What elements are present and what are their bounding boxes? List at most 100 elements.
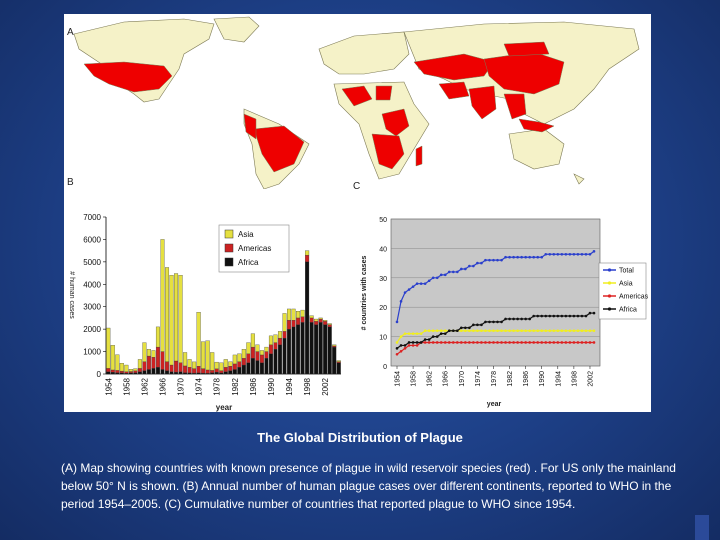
- chart-c-point-asia: [508, 329, 511, 333]
- chart-c-point-americas: [492, 341, 495, 344]
- chart-b-bar-africa: [291, 326, 296, 375]
- chart-b-bar-africa: [178, 371, 183, 375]
- chart-b-xtick-label: 1978: [213, 377, 222, 395]
- chart-b-ytick-label: 0: [97, 370, 102, 379]
- chart-c-point-total: [500, 258, 503, 262]
- chart-c-point-asia: [584, 329, 588, 333]
- chart-b-bar-africa: [268, 353, 273, 375]
- chart-c-point-americas: [532, 341, 535, 344]
- chart-c-point-africa: [439, 332, 443, 335]
- chart-b-bar-africa: [187, 372, 192, 375]
- chart-c-point-africa: [580, 314, 584, 318]
- chart-c-point-total: [492, 258, 495, 262]
- chart-c-point-africa: [484, 320, 487, 324]
- chart-b-bar-asia: [133, 368, 138, 372]
- chart-c-point-americas: [500, 341, 503, 344]
- chart-c-legend-americas: Americas: [619, 294, 649, 301]
- chart-c-legend-dot-americas: [607, 294, 612, 298]
- chart-b-bar-asia: [119, 363, 124, 372]
- chart-b-legend-swatch-americas: [224, 243, 234, 253]
- chart-b-xlabel: year: [216, 403, 232, 412]
- chart-b-bar-asia: [174, 273, 179, 362]
- chart-b-bar-africa: [169, 371, 174, 375]
- chart-b-bar-asia: [115, 354, 120, 371]
- chart-b-bar-africa: [228, 370, 233, 375]
- chart-c-point-africa: [584, 314, 588, 318]
- chart-c-point-africa: [399, 344, 403, 347]
- chart-c-point-africa: [528, 317, 531, 321]
- chart-b-ylabel: # human cases: [68, 271, 75, 319]
- chart-c-countries: 0 10 20 30 40 50 1954 1958 1962 1966 1970 1974 1978…: [361, 217, 649, 408]
- chart-b-bar-americas: [169, 364, 174, 372]
- chart-c-point-americas: [411, 344, 415, 347]
- chart-b-bar-africa: [155, 367, 160, 375]
- chart-b-bar-africa: [115, 372, 120, 375]
- chart-b-bar-americas: [287, 320, 292, 330]
- chart-c-point-total: [403, 291, 407, 294]
- chart-c-point-asia: [435, 329, 439, 333]
- chart-b-bar-asia: [223, 359, 228, 368]
- chart-c-point-asia: [572, 329, 576, 333]
- chart-c-xtick-label: 1962: [427, 371, 434, 387]
- chart-b-bar-americas: [124, 371, 129, 374]
- chart-c-point-americas: [439, 341, 443, 344]
- chart-c-point-asia: [524, 329, 527, 333]
- chart-c-point-americas: [592, 341, 596, 344]
- chart-b-bar-africa: [137, 371, 142, 375]
- chart-c-point-africa: [540, 314, 544, 318]
- chart-b-bar-americas: [115, 370, 120, 373]
- chart-c-point-asia: [556, 329, 560, 333]
- chart-c-point-africa: [447, 329, 451, 333]
- chart-c-point-total: [435, 276, 439, 280]
- chart-c-point-americas: [427, 341, 431, 344]
- chart-b-bar-asia: [287, 308, 292, 321]
- chart-c-point-asia: [488, 329, 491, 333]
- chart-b-bar-americas: [228, 365, 233, 371]
- chart-b-bar-americas: [192, 368, 197, 374]
- chart-b-bar-asia: [291, 308, 296, 321]
- chart-c-point-total: [476, 261, 479, 265]
- chart-b-bar-asia: [246, 342, 251, 354]
- chart-c-ytick-label: 50: [379, 217, 387, 224]
- map-plague-north-africa: [341, 85, 373, 107]
- chart-b-bar-americas: [142, 361, 147, 371]
- chart-c-point-africa: [415, 341, 419, 344]
- chart-c-point-total: [480, 261, 483, 265]
- chart-b-bar-asia: [314, 318, 319, 322]
- chart-c-point-total: [564, 252, 568, 256]
- chart-b-bar-africa: [332, 346, 337, 375]
- chart-c-point-africa: [500, 320, 503, 324]
- chart-b-bar-asia: [323, 320, 328, 322]
- chart-c-point-asia: [399, 335, 403, 338]
- map-plague-usa: [83, 61, 173, 93]
- chart-b-bar-africa: [151, 368, 156, 375]
- chart-b-bar-americas: [151, 357, 156, 369]
- chart-b-bar-americas: [300, 316, 305, 323]
- chart-c-point-total: [516, 255, 519, 259]
- chart-b-bar-africa: [246, 362, 251, 375]
- chart-c-plot-area: [390, 218, 601, 367]
- chart-b-bar-africa: [232, 369, 237, 375]
- chart-c-point-africa: [520, 317, 523, 321]
- map-land-africa: [333, 81, 430, 180]
- chart-c-point-total: [423, 282, 427, 285]
- chart-c-point-americas: [407, 344, 411, 347]
- chart-c-point-asia: [520, 329, 523, 333]
- chart-b-bar-asia: [196, 312, 201, 367]
- chart-b-xtick-label: 1990: [267, 377, 276, 395]
- chart-c-point-total: [407, 288, 411, 291]
- chart-c-point-asia: [460, 329, 463, 333]
- chart-c-point-africa: [395, 347, 399, 350]
- chart-b-bar-asia: [201, 341, 206, 369]
- chart-c-point-total: [460, 267, 463, 271]
- chart-c-point-africa: [476, 323, 479, 327]
- chart-c-point-total: [496, 258, 499, 262]
- chart-c-point-americas: [468, 341, 471, 344]
- chart-c-point-africa: [407, 341, 411, 344]
- chart-c-point-africa: [472, 323, 475, 327]
- chart-b-bar-africa: [314, 324, 319, 375]
- chart-c-point-americas: [512, 341, 515, 344]
- chart-c-point-americas: [476, 341, 479, 344]
- panel-label-b: B: [67, 177, 74, 188]
- chart-b-bar-americas: [336, 361, 341, 363]
